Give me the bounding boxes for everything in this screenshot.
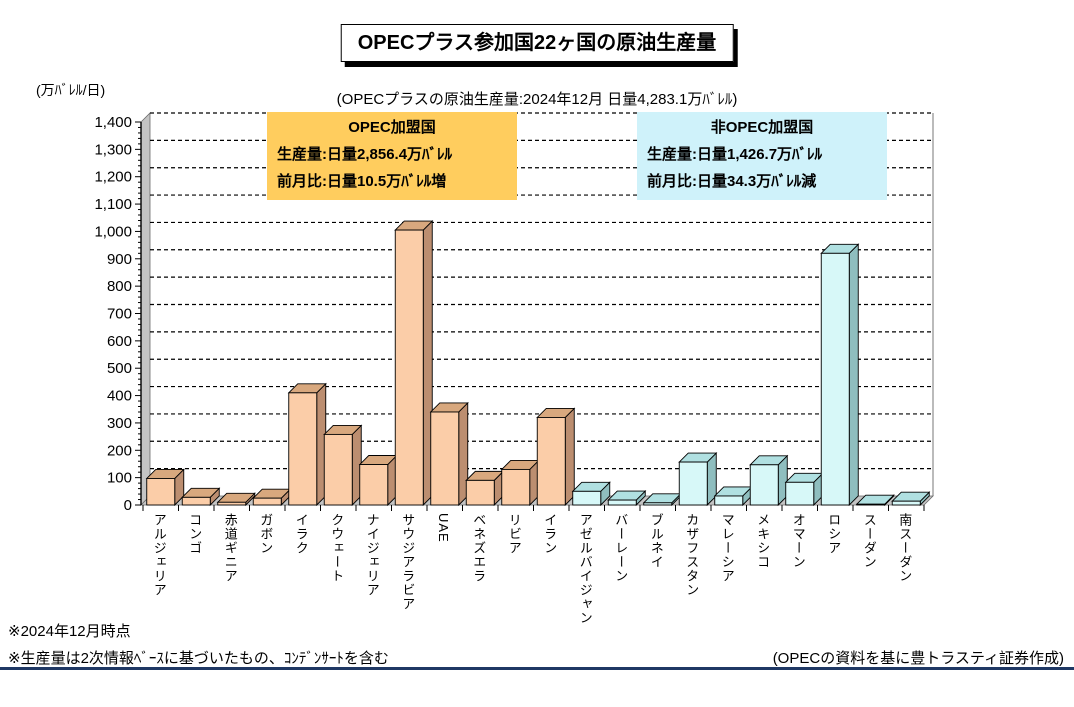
y-tick-label: 1,000 bbox=[94, 223, 132, 240]
y-tick-label: 700 bbox=[107, 306, 132, 323]
footnote-method: ※生産量は2次情報ﾍﾞｰｽに基づいたもの、ｺﾝﾃﾞﾝｻｰﾄを含む bbox=[8, 650, 389, 667]
bar-front-face bbox=[394, 229, 424, 506]
x-category-label-4: イラク bbox=[293, 513, 309, 555]
chart-bar-1 bbox=[181, 487, 221, 507]
chart-bar-15 bbox=[678, 451, 718, 507]
chart-bar-13 bbox=[607, 489, 647, 507]
x-category-label-19: ロシア bbox=[826, 513, 842, 555]
bar-front-face bbox=[643, 502, 673, 506]
non-opec-box-mom-change: 前月比:日量34.3万ﾊﾞﾚﾙ減 bbox=[647, 173, 817, 190]
bar-front-face bbox=[288, 392, 318, 506]
y-tick-label: 900 bbox=[107, 251, 132, 268]
bar-front-face bbox=[820, 252, 850, 506]
bar-front-face bbox=[430, 411, 460, 506]
y-tick-label: 400 bbox=[107, 388, 132, 405]
chart-bar-11 bbox=[536, 407, 576, 507]
chart-bar-5 bbox=[323, 424, 363, 507]
chart-bar-9 bbox=[465, 470, 505, 507]
bar-front-face bbox=[359, 464, 389, 506]
x-category-label-3: ガボン bbox=[258, 513, 274, 555]
y-tick-label: 600 bbox=[107, 333, 132, 350]
chart-bar-2 bbox=[216, 492, 256, 507]
bar-front-face bbox=[181, 496, 211, 506]
chart-bar-8 bbox=[429, 401, 469, 507]
chart-bar-12 bbox=[571, 481, 611, 507]
y-tick-label: 800 bbox=[107, 278, 132, 295]
y-tick-label: 100 bbox=[107, 470, 132, 487]
y-tick-label: 200 bbox=[107, 442, 132, 459]
y-axis-unit-label: (万ﾊﾞﾚﾙ/日) bbox=[36, 82, 106, 98]
x-category-label-5: クウェート bbox=[329, 513, 345, 583]
footnote-date: ※2024年12月時点 bbox=[8, 623, 131, 640]
chart-bar-10 bbox=[500, 459, 540, 507]
bar-side-face bbox=[564, 407, 575, 507]
bar-front-face bbox=[536, 417, 566, 506]
x-category-label-6: ナイジェリア bbox=[364, 513, 380, 597]
x-category-label-15: カザフスタン bbox=[684, 513, 700, 597]
source-credit: (OPECの資料を基に豊トラスティ証券作成) bbox=[772, 650, 1064, 667]
opec-box-production: 生産量:日量2,856.4万ﾊﾞﾚﾙ bbox=[277, 146, 453, 163]
bottom-rule bbox=[0, 667, 1074, 670]
chart-bar-18 bbox=[784, 472, 824, 507]
left-wall bbox=[140, 112, 151, 506]
x-category-label-11: イラン bbox=[542, 513, 558, 555]
x-category-label-14: ブルネイ bbox=[648, 513, 664, 569]
non-opec-box-production: 生産量:日量1,426.7万ﾊﾞﾚﾙ bbox=[647, 146, 823, 163]
bar-front-face bbox=[323, 433, 353, 506]
x-category-label-13: バーレーン bbox=[613, 513, 629, 583]
bar-front-face bbox=[714, 495, 744, 506]
x-category-label-8: UAE bbox=[435, 513, 451, 543]
y-tick-label: 0 bbox=[124, 497, 132, 514]
y-tick-label: 1,200 bbox=[94, 169, 132, 186]
non-opec-box-title: 非OPEC加盟国 bbox=[710, 119, 814, 136]
x-category-label-9: ベネズエラ bbox=[471, 513, 487, 583]
x-category-label-18: オマーン bbox=[790, 513, 806, 569]
y-tick-label: 500 bbox=[107, 360, 132, 377]
chart-bar-20 bbox=[855, 494, 895, 507]
bar-front-face bbox=[749, 464, 779, 506]
bar-front-face bbox=[891, 500, 921, 506]
bar-front-face bbox=[146, 478, 176, 506]
x-category-label-21: 南スーダン bbox=[897, 513, 913, 583]
bar-front-face bbox=[678, 461, 708, 506]
x-category-label-20: スーダン bbox=[861, 513, 877, 569]
chart-bar-6 bbox=[358, 454, 398, 507]
y-tick-label: 1,300 bbox=[94, 141, 132, 158]
y-tick-label: 1,100 bbox=[94, 196, 132, 213]
y-tick-label: 1,400 bbox=[94, 114, 132, 131]
bar-front-face bbox=[785, 481, 815, 506]
opec-box-title: OPEC加盟国 bbox=[348, 119, 436, 136]
x-category-label-0: アルジェリア bbox=[151, 513, 167, 597]
x-category-label-2: 赤道ギニア bbox=[222, 513, 238, 583]
bar-front-face bbox=[252, 497, 282, 506]
chart-subtitle: (OPECプラスの原油生産量:2024年12月 日量4,283.1万ﾊﾞﾚﾙ) bbox=[336, 91, 738, 108]
x-category-label-10: リビア bbox=[506, 513, 522, 555]
opec-annotation-box: OPEC加盟国 生産量:日量2,856.4万ﾊﾞﾚﾙ 前月比:日量10.5万ﾊﾞ… bbox=[267, 112, 517, 200]
chart-bar-3 bbox=[252, 488, 292, 507]
x-category-label-16: マレーシア bbox=[719, 513, 735, 583]
bar-front-face bbox=[607, 499, 637, 506]
x-category-label-17: メキシコ bbox=[755, 513, 771, 569]
chart-title: OPECプラス参加国22ヶ国の原油生産量 bbox=[340, 24, 734, 62]
bar-front-face bbox=[572, 490, 602, 506]
y-tick-label: 300 bbox=[107, 415, 132, 432]
x-category-label-1: コンゴ bbox=[187, 513, 203, 555]
chart-bar-4 bbox=[287, 382, 327, 507]
non-opec-annotation-box: 非OPEC加盟国 生産量:日量1,426.7万ﾊﾞﾚﾙ 前月比:日量34.3万ﾊ… bbox=[637, 112, 887, 200]
bar-front-face bbox=[856, 503, 886, 506]
bar-side-face bbox=[848, 243, 859, 507]
bar-front-face bbox=[217, 501, 247, 506]
chart-bar-19 bbox=[820, 243, 860, 507]
bar-front-face bbox=[465, 479, 495, 506]
opec-box-mom-change: 前月比:日量10.5万ﾊﾞﾚﾙ増 bbox=[277, 173, 447, 190]
chart-bar-0 bbox=[145, 468, 185, 507]
chart-bar-21 bbox=[891, 491, 931, 507]
x-category-label-12: アゼルバイジャン bbox=[577, 513, 593, 625]
chart-bar-7 bbox=[394, 219, 434, 507]
x-category-label-7: サウジアラビア bbox=[400, 513, 416, 611]
bar-front-face bbox=[501, 468, 531, 506]
chart-bar-17 bbox=[749, 454, 789, 507]
